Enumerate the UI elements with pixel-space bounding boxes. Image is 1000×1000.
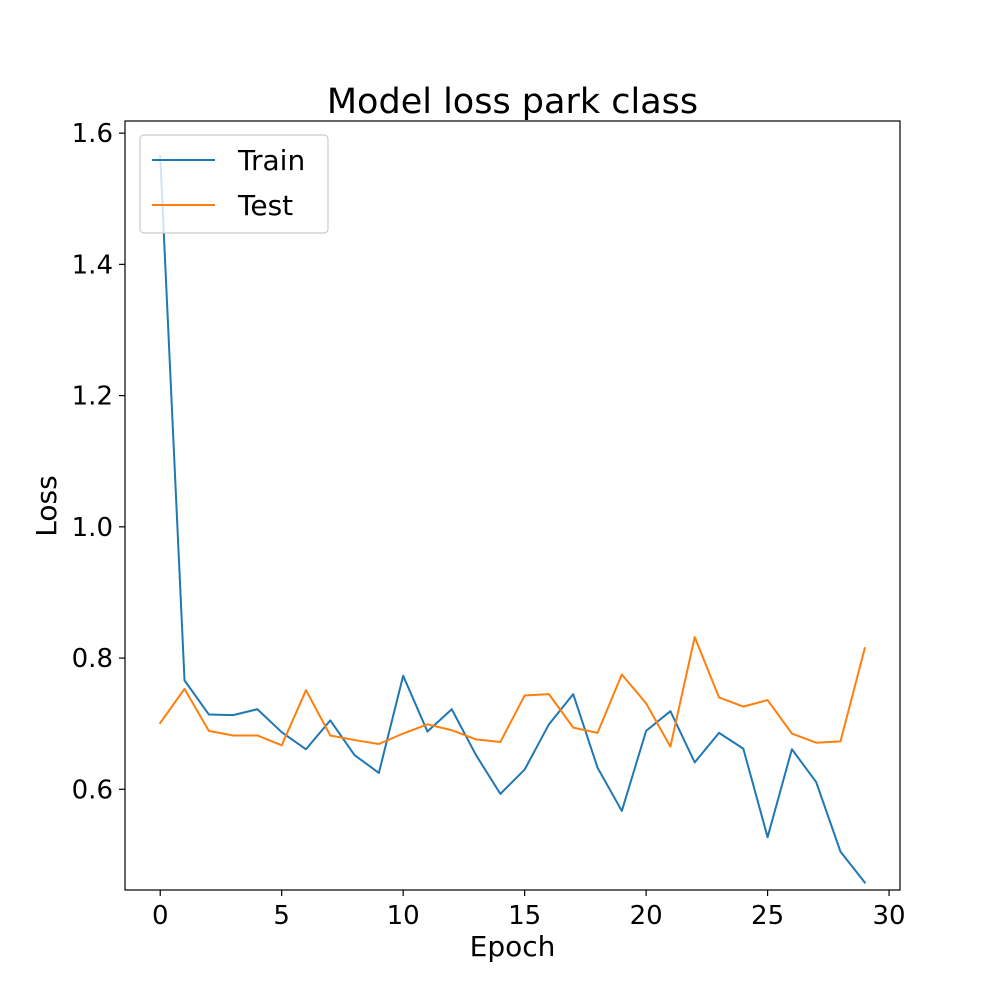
- x-axis-ticks: 0 5 10 15 20 25 30: [152, 890, 906, 931]
- data-point: [159, 722, 162, 724]
- data-point: [718, 696, 720, 699]
- y-tick-label: 0.6: [72, 775, 113, 805]
- data-point: [863, 647, 866, 650]
- data-point: [208, 713, 210, 716]
- data-point: [402, 732, 404, 735]
- x-axis-label: Epoch: [470, 930, 556, 963]
- legend: Train Test: [139, 134, 329, 234]
- data-point: [305, 748, 307, 751]
- x-tick-label: 20: [630, 901, 663, 931]
- x-tick-label: 5: [273, 901, 290, 931]
- data-point: [863, 881, 866, 884]
- x-tick-label: 0: [152, 901, 169, 931]
- data-point: [742, 747, 745, 750]
- data-point: [766, 699, 769, 701]
- data-point: [839, 850, 842, 853]
- data-point: [402, 674, 404, 677]
- data-point: [669, 745, 672, 748]
- data-point: [523, 768, 526, 771]
- data-point: [693, 761, 696, 764]
- data-point: [621, 810, 623, 812]
- chart-title: Model loss park class: [327, 82, 698, 122]
- x-tick-label: 25: [751, 901, 784, 931]
- data-point: [232, 714, 234, 716]
- data-point: [499, 741, 502, 743]
- data-point: [232, 734, 234, 737]
- data-point: [353, 739, 356, 741]
- data-point: [523, 694, 526, 697]
- x-tick-label: 10: [387, 901, 420, 931]
- series-line-test: [158, 636, 866, 748]
- x-tick-label: 30: [873, 901, 906, 931]
- data-point: [329, 719, 332, 722]
- y-axis-label: Loss: [30, 475, 63, 536]
- data-point: [378, 772, 380, 774]
- data-point: [183, 679, 186, 682]
- data-point: [645, 730, 647, 732]
- y-tick-label: 1.6: [72, 119, 113, 149]
- legend-label-train: Train: [237, 144, 305, 177]
- data-point: [718, 732, 720, 734]
- data-point: [693, 636, 696, 638]
- plot-area-frame: [124, 120, 901, 891]
- data-point: [208, 730, 210, 732]
- data-point: [280, 731, 283, 733]
- data-point: [475, 754, 477, 756]
- x-tick-label: 15: [508, 901, 541, 931]
- data-point: [475, 738, 477, 741]
- data-point: [305, 689, 307, 692]
- data-point: [596, 732, 599, 734]
- data-point: [766, 836, 769, 838]
- data-point: [426, 723, 429, 726]
- data-point: [572, 693, 575, 695]
- data-point: [548, 693, 550, 695]
- data-point: [450, 708, 453, 711]
- series-layer: [158, 155, 867, 884]
- y-tick-label: 1.0: [72, 513, 113, 543]
- data-point: [815, 741, 817, 744]
- data-point: [329, 734, 332, 737]
- data-point: [499, 793, 502, 795]
- y-tick-label: 0.8: [72, 644, 113, 674]
- data-point: [621, 673, 623, 676]
- data-point: [839, 740, 842, 743]
- series-line-train: [159, 155, 867, 884]
- data-point: [669, 710, 672, 713]
- data-point: [378, 743, 380, 745]
- y-axis-ticks: 0.6 0.8 1.0 1.2 1.4 1.6: [72, 119, 125, 805]
- y-tick-label: 1.2: [72, 382, 113, 412]
- data-point: [450, 729, 453, 732]
- data-point: [815, 781, 817, 783]
- data-point: [548, 723, 550, 726]
- data-point: [645, 702, 647, 705]
- data-point: [183, 688, 186, 690]
- y-tick-label: 1.4: [72, 250, 113, 280]
- data-point: [256, 734, 259, 737]
- data-point: [426, 730, 429, 733]
- data-point: [791, 732, 793, 735]
- legend-label-test: Test: [237, 189, 293, 222]
- data-point: [742, 705, 745, 708]
- data-point: [791, 748, 793, 751]
- data-point: [353, 754, 356, 756]
- data-point: [596, 766, 599, 769]
- data-point: [256, 708, 259, 711]
- data-point: [572, 726, 575, 729]
- data-point: [280, 744, 283, 747]
